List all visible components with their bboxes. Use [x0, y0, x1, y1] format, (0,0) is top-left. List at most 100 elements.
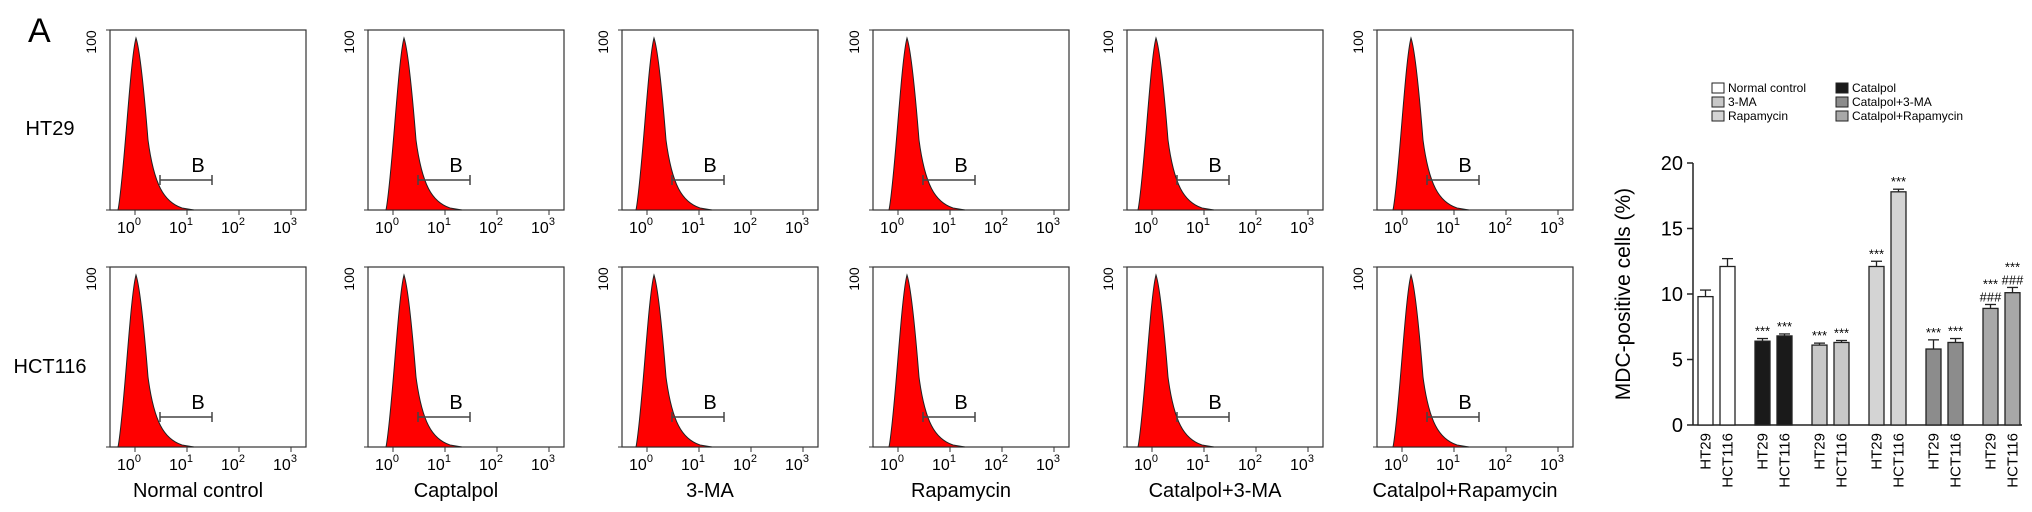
x-tick-label: 100 — [117, 216, 141, 237]
x-tick-label: 103 — [273, 216, 297, 237]
x-tick-label: 102 — [984, 216, 1008, 237]
gate-label: B — [191, 155, 204, 177]
gate-label: B — [449, 155, 462, 177]
bar — [1890, 191, 1907, 426]
gate-label: B — [191, 392, 204, 414]
histogram-y-label: 100 — [1350, 30, 1366, 54]
histogram-plot: 100 B 100 101 102 103 — [341, 29, 565, 237]
legend-swatch — [1711, 110, 1725, 122]
x-tick-label: 103 — [785, 453, 809, 474]
legend-swatch — [1711, 82, 1725, 94]
category-label: HCT116 — [1777, 433, 1794, 488]
histogram-y-label: 100 — [1350, 267, 1366, 291]
significance-label: *** — [1891, 174, 1906, 189]
histogram-frame — [1376, 29, 1574, 211]
condition-label: Catalpol+3-MA — [1149, 480, 1283, 502]
x-tick-label: 102 — [1238, 453, 1262, 474]
x-tick-label: 100 — [375, 216, 399, 237]
histogram-grid: 100 B 100 101 102 103 100 B 100 101 102 103 Normal c… — [14, 29, 1574, 502]
gate-label: B — [703, 392, 716, 414]
x-tick-label: 103 — [1036, 453, 1060, 474]
histogram-peak — [635, 273, 713, 448]
y-tick-label: 10 — [1661, 284, 1683, 306]
x-tick-label: 102 — [221, 453, 245, 474]
condition-label: Normal control — [133, 480, 263, 502]
x-tick-label: 100 — [1134, 453, 1158, 474]
histogram-peak — [1392, 273, 1470, 448]
category-label: HT29 — [1812, 433, 1829, 470]
category-label: HT29 — [1926, 433, 1943, 470]
histogram-y-label: 100 — [846, 267, 862, 291]
bar — [1868, 265, 1885, 426]
histogram-plot: 100 B 100 101 102 103 — [83, 29, 307, 237]
histogram-plot: 100 B 100 101 102 103 — [83, 266, 307, 474]
y-tick-label: 20 — [1661, 153, 1683, 175]
category-label: HT29 — [1755, 433, 1772, 470]
category-label: HCT116 — [2005, 433, 2022, 488]
bar — [1947, 341, 1964, 426]
x-tick-label: 102 — [733, 216, 757, 237]
histogram-peak — [888, 273, 966, 448]
legend-label: Catalpol — [1852, 81, 1896, 95]
histogram-plot: 100 B 100 101 102 103 — [1100, 266, 1324, 474]
gate-label: B — [954, 392, 967, 414]
x-tick-label: 100 — [629, 453, 653, 474]
histogram-plot: 100 B 100 101 102 103 — [846, 266, 1070, 474]
x-tick-label: 101 — [1436, 453, 1460, 474]
legend-label: Catalpol+3-MA — [1852, 95, 1932, 109]
x-tick-label: 102 — [221, 216, 245, 237]
x-tick-label: 100 — [1384, 453, 1408, 474]
histogram-y-label: 100 — [341, 30, 357, 54]
histogram-plot: 100 B 100 101 102 103 — [846, 29, 1070, 237]
histogram-frame — [621, 266, 819, 448]
histogram-y-label: 100 — [1100, 30, 1116, 54]
histogram-peak — [385, 273, 463, 448]
histogram-frame — [872, 29, 1070, 211]
legend-label: 3-MA — [1728, 95, 1757, 109]
x-tick-label: 100 — [880, 216, 904, 237]
x-tick-label: 101 — [1436, 216, 1460, 237]
legend-swatch — [1835, 96, 1849, 108]
gate-label: B — [1208, 155, 1221, 177]
histogram-plot: 100 B 100 101 102 103 — [1350, 266, 1574, 474]
histogram-frame — [1376, 266, 1574, 448]
significance-label: *** — [1948, 324, 1963, 339]
histogram-plot: 100 B 100 101 102 103 — [1350, 29, 1574, 237]
histogram-frame — [109, 29, 307, 211]
bar — [1811, 344, 1828, 426]
x-tick-label: 101 — [681, 216, 705, 237]
x-tick-label: 103 — [1540, 216, 1564, 237]
x-tick-label: 102 — [1488, 216, 1512, 237]
y-tick-label: 5 — [1672, 350, 1683, 372]
significance-label: *** — [1926, 325, 1941, 340]
gate-label: B — [1458, 155, 1471, 177]
x-tick-label: 101 — [427, 453, 451, 474]
bar — [2004, 292, 2021, 426]
gate-label: B — [449, 392, 462, 414]
histogram-frame — [1126, 29, 1324, 211]
bar — [1754, 340, 1771, 426]
histogram-peak — [1137, 36, 1215, 211]
significance-label: *** — [1812, 328, 1827, 343]
gate-label: B — [1458, 392, 1471, 414]
x-tick-label: 102 — [733, 453, 757, 474]
bar — [1833, 341, 1850, 426]
x-tick-label: 101 — [169, 453, 193, 474]
histogram-plot: 100 B 100 101 102 103 — [341, 266, 565, 474]
x-tick-label: 101 — [932, 453, 956, 474]
significance-label: *** — [1777, 319, 1792, 334]
histogram-y-label: 100 — [83, 267, 99, 291]
x-tick-label: 100 — [117, 453, 141, 474]
x-tick-label: 101 — [932, 216, 956, 237]
gate-label: B — [1208, 392, 1221, 414]
histogram-peak — [1137, 273, 1215, 448]
category-label: HCT116 — [1891, 433, 1908, 488]
x-tick-label: 102 — [479, 453, 503, 474]
bar — [1776, 335, 1793, 426]
significance-label: *** — [1983, 276, 1998, 291]
histogram-frame — [872, 266, 1070, 448]
legend-swatch — [1711, 96, 1725, 108]
histogram-peak — [117, 36, 195, 211]
x-tick-label: 103 — [1540, 453, 1564, 474]
significance-label: ### — [1980, 289, 2002, 304]
